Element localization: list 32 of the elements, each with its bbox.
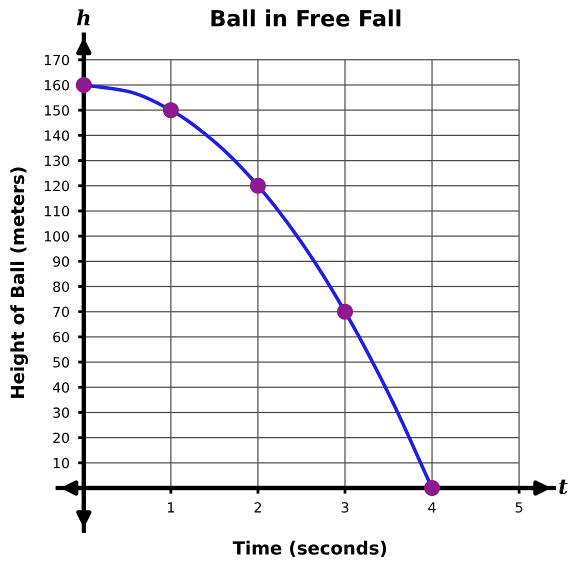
y-tick-label: 160 bbox=[44, 80, 70, 90]
text: t bbox=[559, 480, 568, 494]
y-tick-label: 80 bbox=[53, 281, 70, 292]
x-tick-label: 1 bbox=[168, 502, 174, 512]
y-tick-label: 150 bbox=[44, 105, 70, 116]
point bbox=[162, 102, 179, 118]
chart-title: Ball in Free Fall bbox=[211, 9, 400, 27]
y-tick-label: 70 bbox=[53, 306, 70, 318]
x-tick-label: 2 bbox=[254, 502, 261, 512]
y-tick-label: 60 bbox=[53, 332, 70, 342]
y-tick-label: 120 bbox=[44, 180, 70, 192]
x-tick-label: 5 bbox=[516, 502, 522, 513]
y-tick-label: 90 bbox=[53, 256, 70, 267]
y-tick-label: 130 bbox=[44, 156, 70, 166]
point bbox=[250, 178, 266, 194]
y-tick-label: 100 bbox=[44, 231, 70, 242]
y-tick-label: 170 bbox=[44, 54, 70, 66]
y-tick-label: 50 bbox=[53, 357, 70, 368]
y-tick-label: 140 bbox=[44, 130, 70, 141]
x-axis-title: Time (seconds) bbox=[232, 540, 386, 557]
y-tick-label: 40 bbox=[52, 382, 70, 393]
y-axis-title: Height of Ball (meters) bbox=[10, 168, 28, 398]
point bbox=[337, 304, 353, 320]
point bbox=[424, 480, 440, 496]
x-tick-label: 3 bbox=[342, 502, 348, 513]
y-tick-label: 30 bbox=[53, 407, 70, 418]
x-tick-label: 4 bbox=[428, 502, 436, 512]
y-tick-label: 10 bbox=[54, 458, 70, 468]
text: h bbox=[76, 9, 90, 26]
y-tick-label: 20 bbox=[53, 432, 70, 444]
point bbox=[76, 77, 92, 93]
y-tick-label: 110 bbox=[44, 206, 70, 216]
